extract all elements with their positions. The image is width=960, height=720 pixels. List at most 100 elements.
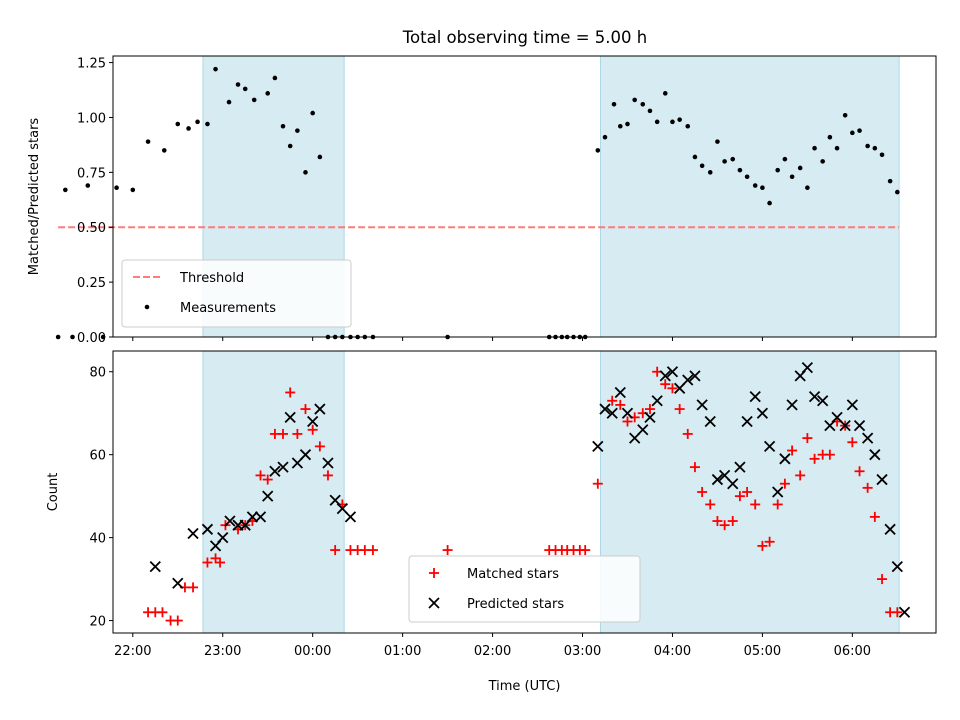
- top-measurement-point: [70, 334, 75, 340]
- bottom-matched-star-point: [157, 607, 168, 618]
- top-measurement-point: [692, 154, 698, 160]
- marker-stroke: [884, 523, 896, 535]
- top-measurement-point: [186, 126, 191, 131]
- bottom-matched-star-point: [705, 499, 716, 510]
- marker-stroke: [592, 440, 604, 453]
- bottom-ytick-label: 40: [89, 532, 106, 547]
- top-measurement-point: [699, 163, 705, 169]
- top-measurement-point: [280, 123, 286, 129]
- bottom-matched-star-point: [615, 399, 626, 410]
- top-shaded-interval-1: [600, 55, 900, 338]
- marker-stroke: [741, 415, 753, 428]
- bottom-matched-star-point: [854, 466, 865, 477]
- top-measurement-point: [595, 148, 601, 153]
- bottom-matched-star-point: [172, 615, 183, 626]
- bottom-matched-star-point: [660, 379, 671, 390]
- bottom-matched-star-point: [892, 607, 903, 618]
- top-measurement-point: [850, 130, 855, 136]
- bottom-predicted-star-point: [621, 407, 634, 419]
- bottom-predicted-star-point: [246, 511, 259, 523]
- marker-stroke: [666, 366, 679, 378]
- marker-stroke: [839, 420, 851, 432]
- top-measurement-point: [205, 121, 210, 127]
- top-measurement-point: [895, 189, 900, 195]
- top-measurement-point: [114, 185, 119, 191]
- marker-stroke: [621, 407, 634, 419]
- bottom-matched-star-point: [682, 428, 693, 439]
- bottom-predicted-star-point: [201, 523, 214, 535]
- top-legend-label: Threshold: [179, 271, 244, 286]
- top-measurement-point: [805, 185, 810, 191]
- top-measurement-point: [797, 165, 803, 171]
- bottom-predicted-star-point: [734, 461, 746, 473]
- bottom-matched-star-point: [300, 404, 311, 415]
- marker-stroke: [644, 411, 656, 423]
- chart-title: Total observing time = 5.00 h: [402, 28, 647, 47]
- marker-stroke: [817, 395, 829, 407]
- bottom-predicted-star-point: [884, 523, 896, 535]
- bottom-legend-label: Matched stars: [467, 567, 559, 582]
- bottom-predicted-star-point: [689, 370, 701, 382]
- top-measurement-point: [317, 154, 323, 160]
- top-measurement-point: [677, 117, 682, 122]
- top-measurement-point: [63, 187, 68, 193]
- marker-stroke: [682, 374, 694, 386]
- bottom-matched-star-point: [592, 478, 603, 489]
- top-measurement-point: [662, 91, 668, 96]
- bottom-predicted-star-point: [322, 457, 334, 469]
- bottom-legend-box: [408, 555, 641, 623]
- bottom-xtick-label: 00:00: [294, 644, 331, 659]
- bottom-predicted-star-point: [172, 577, 184, 589]
- marker-stroke: [763, 440, 776, 453]
- marker-stroke: [217, 531, 229, 544]
- top-measurement-point: [85, 183, 91, 188]
- bottom-predicted-star-point: [682, 374, 694, 386]
- top-measurement-point: [872, 145, 878, 151]
- bottom-matched-star-point: [712, 516, 723, 527]
- top-measurement-point: [834, 145, 840, 151]
- top-measurement-point: [820, 159, 825, 164]
- bottom-matched-star-point: [847, 437, 858, 448]
- bottom-predicted-star-point: [727, 478, 739, 490]
- bottom-predicted-star-point: [711, 473, 724, 486]
- marker-stroke: [322, 457, 334, 469]
- bottom-xtick-label: 22:00: [114, 644, 151, 659]
- bottom-matched-star-point: [734, 491, 745, 502]
- bottom-panel: 20 40 60 80 22:00 23:00 00:00 01:00 02:00 03:00 04…: [46, 350, 937, 694]
- bottom-matched-star-point: [809, 453, 820, 464]
- bottom-xtick-label: 01:00: [384, 644, 421, 659]
- bottom-predicted-star-point: [891, 561, 903, 573]
- top-measurement-point: [670, 119, 675, 125]
- marker-stroke: [254, 511, 267, 523]
- bottom-predicted-star-point: [666, 366, 679, 378]
- bottom-predicted-star-point: [763, 440, 776, 453]
- bottom-matched-star-point: [697, 487, 708, 497]
- bottom-matched-star-point: [188, 582, 199, 593]
- bottom-matched-star-point: [689, 462, 700, 473]
- top-ytick-label: 0.75: [77, 166, 106, 181]
- top-measurement-point: [242, 86, 248, 92]
- top-measurement-point: [789, 174, 795, 180]
- marker-stroke: [344, 511, 357, 523]
- top-legend-box: [121, 259, 352, 328]
- bottom-predicted-star-point: [614, 386, 626, 399]
- top-measurement-point: [226, 99, 232, 105]
- bottom-matched-star-point: [292, 428, 303, 439]
- bottom-matched-star-point: [787, 445, 798, 456]
- bottom-xlabel: Time (UTC): [488, 679, 561, 694]
- bottom-predicted-star-point: [637, 424, 649, 436]
- top-measurement-point: [602, 134, 608, 140]
- bottom-legend-predicted-swatch: [428, 597, 440, 609]
- bottom-predicted-star-point: [808, 390, 821, 403]
- marker-stroke: [862, 432, 874, 444]
- bottom-predicted-star-point: [704, 415, 716, 428]
- top-measurement-point: [617, 123, 623, 129]
- marker-stroke: [428, 597, 440, 609]
- bottom-matched-star-point: [322, 470, 333, 481]
- marker-stroke: [606, 407, 618, 419]
- marker-stroke: [801, 361, 814, 374]
- bottom-matched-star-point: [314, 441, 325, 452]
- marker-stroke: [599, 403, 611, 415]
- top-measurement-point: [213, 66, 218, 72]
- bottom-predicted-star-point: [187, 527, 199, 540]
